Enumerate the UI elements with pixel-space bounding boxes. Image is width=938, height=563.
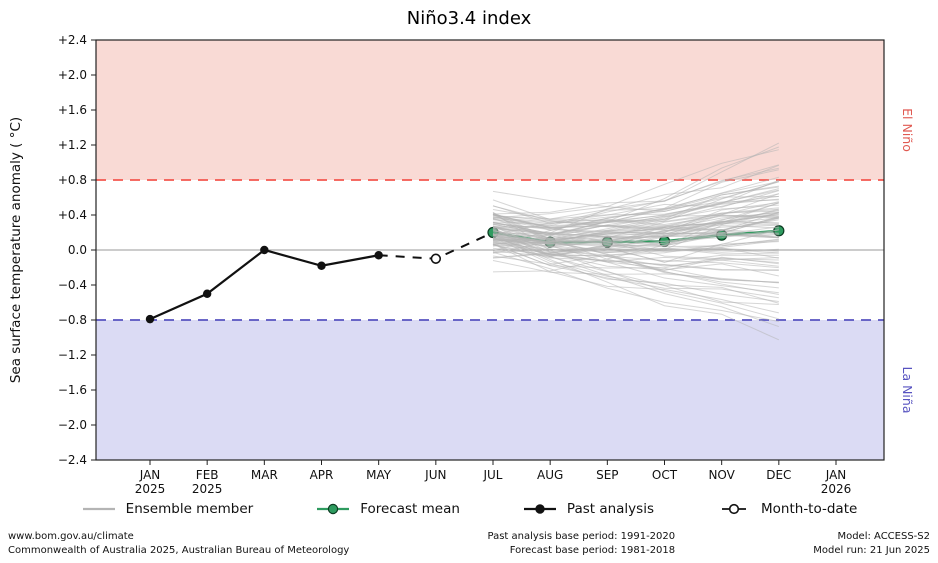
plot-area: [95, 39, 885, 461]
ensemble-line-icon: [81, 502, 117, 516]
el-nino-band: [96, 40, 884, 180]
legend-item-past-analysis: Past analysis: [522, 501, 654, 517]
svg-text:2025: 2025: [192, 482, 223, 496]
chart-footer: www.bom.gov.au/climate Commonwealth of A…: [0, 522, 938, 557]
footer-site-url: www.bom.gov.au/climate: [8, 531, 134, 542]
svg-text:2026: 2026: [821, 482, 852, 496]
el-nino-label: El Niño: [900, 108, 915, 152]
footer-past-base-period: Past analysis base period: 1991-2020: [487, 531, 676, 542]
la-nina-label: La Niña: [900, 366, 915, 413]
svg-text:−2.0: −2.0: [58, 418, 87, 432]
footer-forecast-base-period: Forecast base period: 1981-2018: [509, 544, 676, 556]
legend-label-ensemble-member: Ensemble member: [125, 501, 254, 517]
forecast-mean-icon: [315, 502, 351, 516]
svg-text:−0.8: −0.8: [58, 313, 87, 327]
past-analysis-marker: [317, 261, 326, 270]
past-analysis-marker: [145, 314, 155, 324]
svg-text:+2.0: +2.0: [58, 68, 87, 82]
past-analysis-marker: [374, 251, 383, 260]
svg-text:MAR: MAR: [251, 468, 278, 482]
footer-model: Model: ACCESS-S2: [837, 531, 930, 542]
svg-text:+1.6: +1.6: [58, 103, 87, 117]
chart-plot: +2.4 +2.0 +1.6 +1.2 +0.8 +0.4 0.0 −0.4 −0.8 −1.2 −…: [8, 33, 915, 496]
svg-text:−1.6: −1.6: [58, 383, 87, 397]
footer-model-block: Model: ACCESS-S2 Model run: 21 Jun 2025: [813, 530, 930, 557]
legend-label-forecast-mean: Forecast mean: [360, 501, 460, 517]
footer-copyright: Commonwealth of Australia 2025, Australi…: [8, 544, 350, 556]
legend-label-past-analysis: Past analysis: [566, 501, 654, 517]
svg-text:OCT: OCT: [652, 468, 678, 482]
month-to-date-marker: [430, 253, 442, 264]
svg-text:+2.4: +2.4: [58, 33, 87, 47]
past-analysis-line: [149, 248, 379, 321]
ensemble-member-lines: [492, 142, 780, 341]
svg-text:JAN: JAN: [139, 468, 161, 482]
svg-text:0.0: 0.0: [68, 243, 87, 257]
svg-text:DEC: DEC: [766, 468, 791, 482]
past-analysis-icon: [522, 502, 558, 516]
svg-text:JUL: JUL: [482, 468, 502, 482]
svg-text:MAY: MAY: [366, 468, 392, 482]
svg-text:−1.2: −1.2: [58, 348, 87, 362]
svg-text:SEP: SEP: [596, 468, 618, 482]
chart-legend: Ensemble member Forecast mean Past analy…: [0, 496, 938, 522]
legend-item-forecast-mean: Forecast mean: [315, 501, 460, 517]
legend-item-month-to-date: Month-to-date: [716, 501, 857, 517]
svg-text:2025: 2025: [135, 482, 166, 496]
svg-text:+0.4: +0.4: [58, 208, 87, 222]
month-to-date-icon: [716, 502, 752, 516]
svg-text:NOV: NOV: [708, 468, 735, 482]
svg-text:−2.4: −2.4: [58, 453, 87, 467]
past-analysis-marker: [202, 289, 212, 298]
svg-text:APR: APR: [310, 468, 334, 482]
svg-text:+1.2: +1.2: [58, 138, 87, 152]
past-analysis-marker: [260, 245, 269, 255]
svg-text:+0.8: +0.8: [58, 173, 87, 187]
svg-text:AUG: AUG: [537, 468, 563, 482]
legend-label-month-to-date: Month-to-date: [761, 501, 858, 517]
svg-text:JUN: JUN: [424, 468, 446, 482]
svg-text:−0.4: −0.4: [58, 278, 87, 292]
axis-ticks-and-labels: +2.4 +2.0 +1.6 +1.2 +0.8 +0.4 0.0 −0.4 −0.8 −1.2 −…: [58, 33, 851, 496]
footer-base-periods-block: Past analysis base period: 1991-2020 For…: [488, 530, 676, 557]
la-nina-band: [96, 320, 884, 460]
y-axis-label: Sea surface temperature anomaly ( °C): [8, 117, 24, 383]
svg-text:JAN: JAN: [825, 468, 847, 482]
legend-item-ensemble-member: Ensemble member: [81, 501, 254, 517]
chart-title: Niño3.4 index: [406, 8, 532, 29]
svg-text:FEB: FEB: [196, 468, 219, 482]
footer-model-run: Model run: 21 Jun 2025: [813, 544, 930, 556]
footer-left-block: www.bom.gov.au/climate Commonwealth of A…: [8, 530, 349, 557]
